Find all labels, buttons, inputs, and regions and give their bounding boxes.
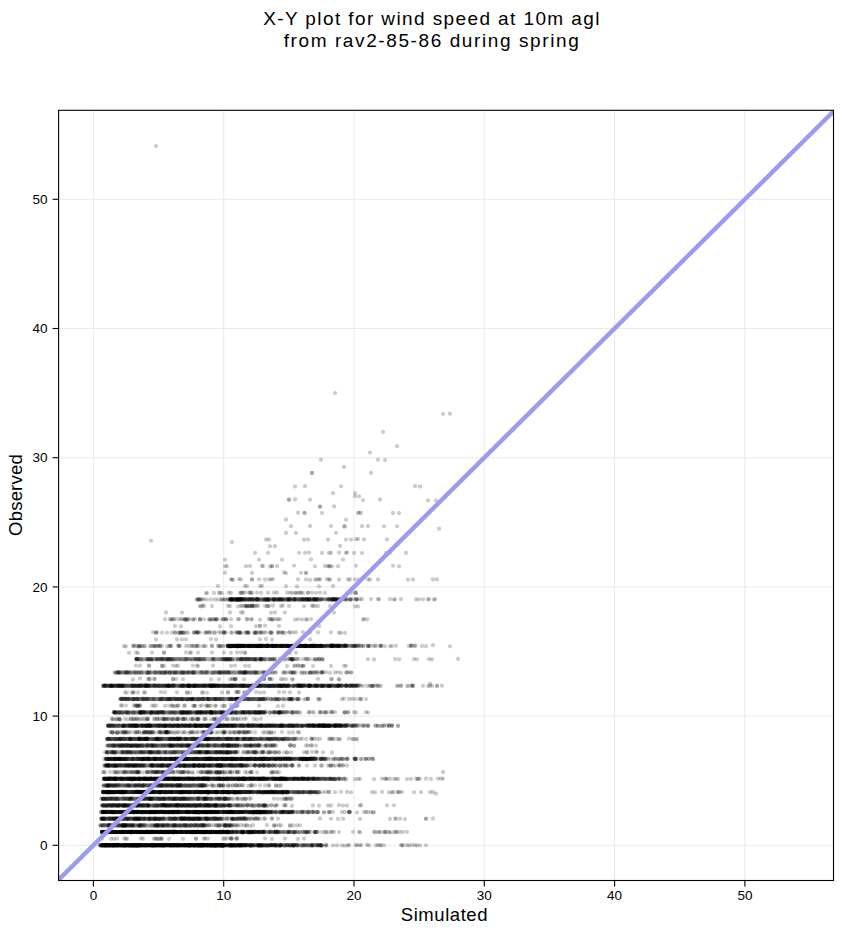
svg-text:10: 10 — [216, 888, 231, 903]
svg-text:0: 0 — [40, 838, 48, 853]
svg-text:from rav2-85-86 during spring: from rav2-85-86 during spring — [284, 30, 581, 51]
svg-text:20: 20 — [346, 888, 361, 903]
svg-text:X-Y plot for wind speed at 10m: X-Y plot for wind speed at 10m agl — [263, 8, 601, 29]
svg-text:20: 20 — [33, 580, 48, 595]
svg-text:40: 40 — [607, 888, 622, 903]
svg-text:30: 30 — [477, 888, 492, 903]
svg-text:50: 50 — [737, 888, 752, 903]
svg-text:0: 0 — [90, 888, 98, 903]
svg-text:10: 10 — [33, 709, 48, 724]
svg-text:Observed: Observed — [5, 454, 26, 536]
svg-text:40: 40 — [33, 321, 48, 336]
svg-text:Simulated: Simulated — [401, 904, 488, 925]
svg-text:50: 50 — [33, 192, 48, 207]
svg-text:30: 30 — [33, 450, 48, 465]
